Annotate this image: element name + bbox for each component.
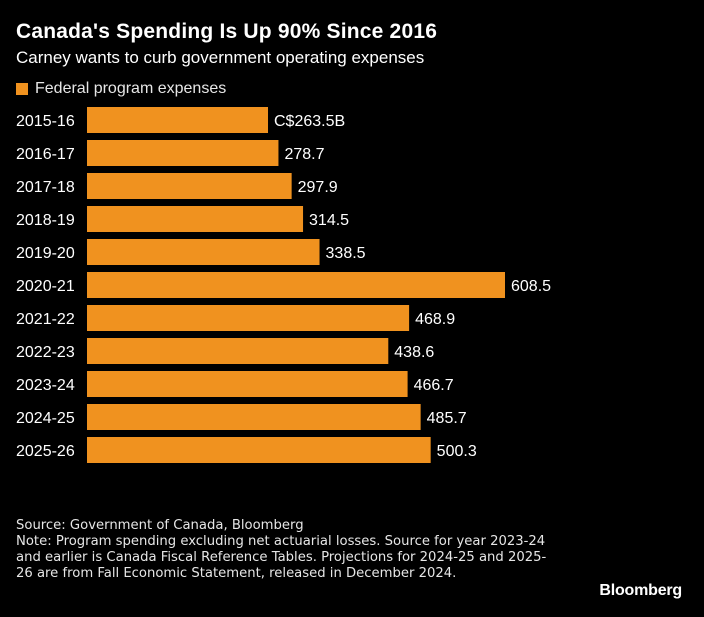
category-label: 2016-17 (16, 146, 75, 163)
bar-2017-18 (87, 173, 292, 199)
category-label: 2023-24 (16, 377, 75, 394)
category-label: 2021-22 (16, 311, 75, 328)
category-label: 2024-25 (16, 410, 75, 427)
bar-2019-20 (87, 239, 320, 265)
value-label: 466.7 (414, 377, 454, 394)
category-label: 2025-26 (16, 443, 75, 460)
value-label: 468.9 (415, 311, 455, 328)
legend-label: Federal program expenses (35, 80, 227, 97)
bar-2021-22 (87, 305, 410, 331)
bar-2020-21 (87, 272, 505, 298)
category-label: 2020-21 (16, 278, 75, 295)
category-label: 2022-23 (16, 344, 75, 361)
bar-2016-17 (87, 140, 279, 166)
bar-2023-24 (87, 371, 408, 397)
chart-title: Canada's Spending Is Up 90% Since 2016 (16, 20, 438, 43)
methodology-note: Note: Program spending excluding net act… (16, 534, 547, 581)
value-label: 338.5 (326, 245, 366, 262)
chart-footer: Source: Government of Canada, Bloomberg … (16, 518, 556, 582)
category-label: 2019-20 (16, 245, 75, 262)
bar-2025-26 (87, 437, 431, 463)
value-label: 608.5 (511, 278, 551, 295)
category-label: 2015-16 (16, 113, 75, 130)
value-label: 500.3 (437, 443, 477, 460)
value-label: 314.5 (309, 212, 349, 229)
value-label: C$263.5B (274, 113, 345, 130)
value-label: 438.6 (394, 344, 434, 361)
bar-2022-23 (87, 338, 389, 364)
category-label: 2017-18 (16, 179, 75, 196)
value-label: 278.7 (284, 146, 324, 163)
bar-2024-25 (87, 404, 421, 430)
value-label: 485.7 (427, 410, 467, 427)
chart-legend: Federal program expenses (16, 80, 226, 98)
bar-2018-19 (87, 206, 304, 232)
value-label: 297.9 (298, 179, 338, 196)
source-note: Source: Government of Canada, Bloomberg (16, 518, 304, 533)
bar-chart: 2015-16 C$263.5B 2016-17 278.7 2017-18 297.9 2… (16, 107, 551, 463)
chart-subtitle: Carney wants to curb government operatin… (16, 48, 425, 67)
legend-swatch (16, 83, 28, 95)
category-label: 2018-19 (16, 212, 75, 229)
bar-2015-16 (87, 107, 269, 133)
bloomberg-logo: Bloomberg (599, 582, 682, 599)
